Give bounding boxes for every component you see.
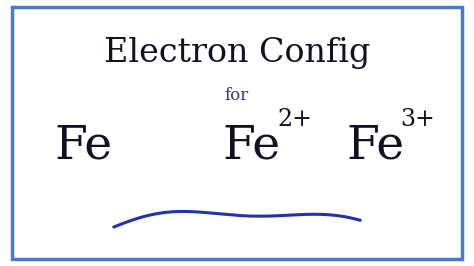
- Text: 2+: 2+: [277, 108, 312, 131]
- Text: Fe: Fe: [223, 124, 281, 169]
- Text: for: for: [225, 87, 249, 104]
- Text: 3+: 3+: [401, 108, 435, 131]
- Text: Electron Config: Electron Config: [104, 37, 370, 69]
- Text: Fe: Fe: [346, 124, 404, 169]
- Text: Fe: Fe: [54, 124, 112, 169]
